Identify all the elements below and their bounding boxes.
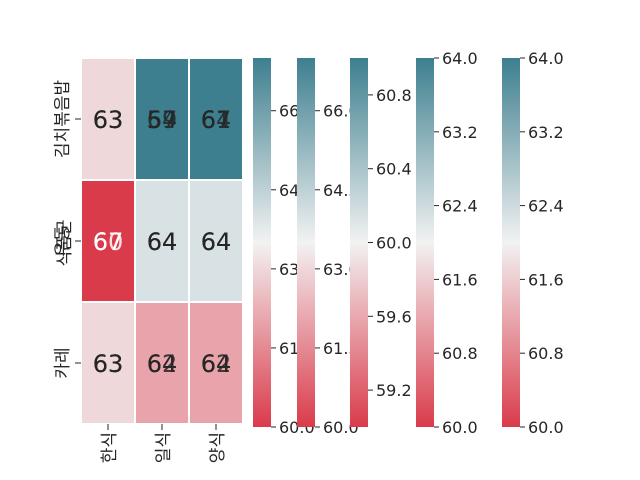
- colorbars: 60.061.563.064.566.060.061.563.064.566.0…: [253, 49, 564, 437]
- colorbar-tick-label: 60.4: [376, 160, 412, 179]
- cell-annotation: 59: [147, 106, 178, 134]
- heatmap-cell: [134, 57, 190, 181]
- colorbar-tick-label: 63.0: [323, 260, 359, 279]
- cell-annotation: 64: [201, 228, 232, 256]
- colorbar-tick-label: 62.4: [528, 197, 564, 216]
- cell-annotation: 64: [147, 350, 178, 378]
- cell-annotation: 62: [201, 350, 232, 378]
- cell-annotation: 67: [93, 228, 124, 256]
- colorbar-tick-label: 60.8: [442, 344, 478, 363]
- cell-annotation: 63: [93, 350, 124, 378]
- colorbar-tick-label: 61.6: [442, 270, 478, 289]
- colorbar-tick-label: 59.2: [376, 381, 412, 400]
- heatmap-cells: [80, 57, 244, 425]
- x-tick-label: 양식: [208, 432, 228, 463]
- cell-annotation: 64: [147, 228, 178, 256]
- colorbar-tick-label: 60.8: [376, 86, 412, 105]
- y-axis-label: 식품군: [55, 220, 75, 267]
- colorbar: [253, 58, 271, 427]
- cell-annotation: 63: [93, 350, 124, 378]
- colorbar: [502, 58, 520, 427]
- cell-annotation: 62: [147, 350, 178, 378]
- colorbar-tick-label: 61.6: [528, 270, 564, 289]
- cell-annotation: 64: [201, 106, 232, 134]
- cell-annotation: 63: [93, 106, 124, 134]
- cell-annotation: 63: [93, 106, 124, 134]
- cell-annotation: 64: [147, 106, 178, 134]
- cell-annotation: 64: [201, 228, 232, 256]
- cell-annotation: 64: [201, 228, 232, 256]
- heatmap-cell: [188, 179, 244, 303]
- colorbar: [416, 58, 434, 427]
- colorbar-tick-label: 59.6: [376, 307, 412, 326]
- y-tick-label: 우동: [53, 225, 73, 256]
- y-tick-label: 카레: [53, 347, 73, 378]
- x-tick-label: 일식: [154, 432, 174, 463]
- colorbar-tick-label: 60.0: [528, 418, 564, 437]
- colorbar: [297, 58, 315, 427]
- cell-annotation: 67: [201, 106, 232, 134]
- colorbar-tick-label: 60.0: [442, 418, 478, 437]
- colorbar-tick-label: 60.0: [376, 234, 412, 253]
- colorbar-tick-label: 60.0: [323, 418, 359, 437]
- x-tick-labels: 한식 일식 양식: [100, 424, 228, 463]
- cell-annotation: 64: [147, 350, 178, 378]
- cell-annotation: 64: [147, 228, 178, 256]
- cell-annotation: 61: [201, 106, 232, 134]
- cell-annotation: 64: [201, 350, 232, 378]
- colorbar-tick-label: 64.0: [442, 49, 478, 68]
- x-tick-label: 한식: [100, 432, 120, 463]
- cell-annotation: 63: [93, 106, 124, 134]
- colorbar-tick-label: 63.2: [442, 123, 478, 142]
- colorbar-tick-label: 62.4: [442, 197, 478, 216]
- colorbar-tick-label: 66.0: [323, 102, 359, 121]
- colorbar: [350, 58, 368, 427]
- colorbar-tick-label: 64.0: [528, 49, 564, 68]
- cell-annotation: 64: [201, 350, 232, 378]
- y-tick-label: 김치볶음밥: [53, 80, 73, 159]
- cell-annotation: 67: [93, 228, 124, 256]
- colorbar-tick-label: 64.5: [323, 181, 359, 200]
- cell-annotation: 60: [93, 228, 124, 256]
- colorbar-tick-label: 61.5: [323, 339, 359, 358]
- heatmap-cell: [134, 301, 190, 425]
- cell-annotation: 64: [147, 228, 178, 256]
- cell-annotation: 57: [147, 106, 178, 134]
- colorbar-tick-label: 63.2: [528, 123, 564, 142]
- colorbar-tick-label: 60.8: [528, 344, 564, 363]
- cell-annotation: 63: [93, 350, 124, 378]
